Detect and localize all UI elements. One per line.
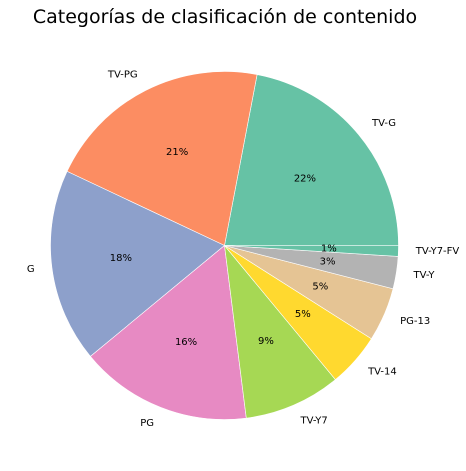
- slice-label-tv-y7: TV-Y7: [300, 416, 328, 427]
- slice-label-g: G: [27, 264, 35, 275]
- pie-slice-tv-g: [224, 74, 399, 246]
- pie-slice-tv-y7-fv: [224, 245, 399, 257]
- pct-label-tv-g: 22%: [294, 173, 316, 184]
- slice-label-tv-y7-fv: TV-Y7-FV: [415, 246, 460, 257]
- pie-slice-tv-pg: [66, 71, 258, 246]
- slice-label-tv-14: TV-14: [367, 367, 397, 378]
- pct-label-tv-14: 5%: [295, 309, 311, 320]
- chart-title: Categorías de clasificación de contenido: [33, 6, 417, 28]
- pct-label-tv-pg: 21%: [166, 147, 188, 158]
- slice-label-tv-pg: TV-PG: [107, 69, 138, 80]
- pie-labels: TV-G 22% TV-PG 21% G 18% PG 16% TV-Y7 9% TV-14 5% PG…: [27, 69, 460, 429]
- slice-label-tv-y: TV-Y: [413, 270, 436, 281]
- slice-label-pg: PG: [140, 418, 154, 429]
- pct-label-tv-y: 3%: [320, 256, 336, 267]
- pie-slice-pg: [90, 244, 247, 420]
- pie-slices: [50, 71, 399, 420]
- pct-label-pg-13: 5%: [312, 281, 328, 292]
- pct-label-g: 18%: [110, 253, 132, 264]
- pct-label-pg: 16%: [175, 337, 197, 348]
- pie-slice-tv-y7: [224, 244, 336, 419]
- pie-slice-g: [50, 171, 226, 357]
- slice-label-tv-g: TV-G: [371, 118, 396, 129]
- slice-label-pg-13: PG-13: [400, 316, 430, 327]
- pct-label-tv-y7: 9%: [258, 336, 274, 347]
- pct-label-tv-y7-fv: 1%: [321, 243, 337, 254]
